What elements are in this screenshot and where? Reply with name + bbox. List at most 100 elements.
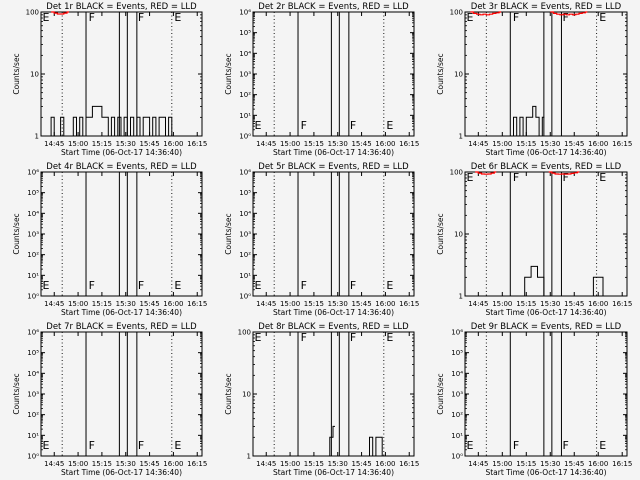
x-tick-label: 15:45 [139,460,159,468]
phase-flag: E [43,439,50,452]
x-tick-label: 15:15 [92,460,112,468]
phase-flag: F [562,439,568,452]
y-tick-label: 100 [238,329,251,337]
lld-series-line [550,11,588,16]
x-tick-label: 15:45 [139,140,159,148]
y-tick-label: 1 [35,133,39,141]
y-axis-label: Counts/sec [436,373,445,414]
x-tick-label: 15:30 [328,140,348,148]
detector-panel-8: Det 8r BLACK = Events, RED = LLD 14:45 15:… [224,322,419,477]
phase-flag: F [89,439,95,452]
phase-flag: F [138,11,144,24]
x-tick-label: 15:00 [280,300,300,308]
x-tick-label: 16:15 [187,460,207,468]
phase-flag: E [255,331,262,344]
y-tick-label: 10³ [27,231,39,239]
y-axis-label: Counts/sec [224,213,233,254]
plot-frame [40,171,203,297]
y-tick-label: 10⁴ [451,370,463,378]
plot-frame [464,331,628,457]
y-tick-label: 10⁰ [239,133,251,141]
y-tick-label: 10⁵ [451,349,463,357]
phase-flag: F [301,119,307,132]
x-tick-label: 16:15 [187,300,207,308]
panel-title: Det 8r BLACK = Events, RED = LLD [258,322,409,332]
y-tick-label: 10² [239,251,251,259]
y-tick-label: 10² [239,91,251,99]
phase-flag: E [467,171,474,184]
phase-flag: F [513,439,519,452]
y-tick-label: 10⁵ [239,29,251,37]
y-tick-label: 10¹ [451,432,463,440]
x-tick-label: 14:45 [256,300,276,308]
x-tick-label: 15:45 [564,300,584,308]
x-tick-label: 15:30 [540,140,560,148]
x-tick-label: 16:15 [399,300,419,308]
phase-flag: F [138,439,144,452]
x-axis-label: Start Time (06-Oct-17 14:36:40) [61,468,182,477]
y-axis-label: Counts/sec [12,213,21,254]
phase-flag: F [301,279,307,292]
y-tick-label: 10⁰ [27,293,39,301]
events-series-line [328,425,335,457]
phase-flag: E [386,331,393,344]
phase-flag: F [89,279,95,292]
x-tick-label: 15:30 [116,140,136,148]
x-tick-label: 16:15 [612,300,632,308]
phase-flag: F [513,171,519,184]
panel-title: Det 1r BLACK = Events, RED = LLD [46,2,197,12]
y-tick-label: 100 [450,9,463,17]
x-tick-label: 15:00 [492,460,512,468]
y-tick-label: 10¹ [239,112,251,120]
x-tick-label: 15:15 [304,140,324,148]
x-tick-label: 15:15 [516,300,536,308]
phase-flag: F [89,11,95,24]
phase-flag: E [174,279,181,292]
x-tick-label: 15:00 [68,300,88,308]
detector-panel-4: Det 4r BLACK = Events, RED = LLD 14:45 15:… [12,162,207,317]
y-tick-label: 100 [450,169,463,177]
x-tick-label: 15:00 [68,460,88,468]
y-tick-label: 10⁶ [451,329,463,337]
detector-panel-6: Det 6r BLACK = Events, RED = LLD 14:45 15:… [436,162,632,317]
x-tick-label: 16:15 [612,140,632,148]
phase-flag: E [386,279,393,292]
y-tick-label: 10⁵ [27,349,39,357]
y-tick-label: 10³ [239,71,251,79]
y-tick-label: 10² [27,251,39,259]
lld-series-line [470,11,502,16]
x-tick-label: 16:00 [375,460,395,468]
detector-panel-3: Det 3r BLACK = Events, RED = LLD 14:45 15:… [436,2,632,157]
x-tick-label: 15:30 [328,460,348,468]
x-axis-label: Start Time (06-Oct-17 14:36:40) [61,308,182,317]
phase-flag: E [174,439,181,452]
x-tick-label: 16:00 [163,300,183,308]
x-tick-label: 15:15 [304,300,324,308]
y-tick-label: 10 [30,71,39,79]
phase-flag: F [138,279,144,292]
x-tick-label: 15:15 [516,460,536,468]
x-tick-label: 16:15 [399,460,419,468]
phase-flag: E [599,11,606,24]
y-tick-label: 10⁰ [451,453,463,461]
phase-flag: E [43,11,50,24]
plot-frame [252,171,415,297]
x-tick-label: 15:15 [92,300,112,308]
y-tick-label: 100 [26,9,39,17]
x-tick-label: 16:00 [375,300,395,308]
y-tick-label: 10⁴ [27,210,39,218]
y-axis-label: Counts/sec [224,373,233,414]
x-tick-label: 15:30 [328,300,348,308]
events-series-line [47,105,177,137]
detector-panel-7: Det 7r BLACK = Events, RED = LLD 14:45 15:… [12,322,207,477]
y-tick-label: 10 [454,71,463,79]
x-tick-label: 16:15 [399,140,419,148]
phase-flag: F [562,11,568,24]
x-tick-label: 16:00 [163,140,183,148]
plot-frame [40,331,203,457]
y-axis-label: Counts/sec [12,53,21,94]
phase-flag: E [599,439,606,452]
x-tick-label: 15:15 [92,140,112,148]
y-tick-label: 10⁴ [27,370,39,378]
x-axis-label: Start Time (06-Oct-17 14:36:40) [485,468,606,477]
